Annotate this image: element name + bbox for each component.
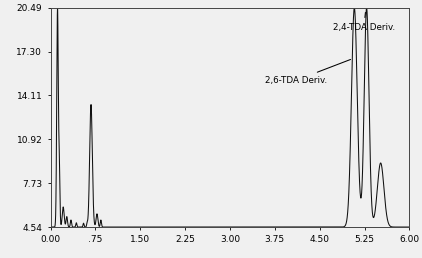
Text: 2,4-TDA Deriv.: 2,4-TDA Deriv. — [333, 12, 395, 32]
Text: 2,6-TDA Deriv.: 2,6-TDA Deriv. — [265, 59, 351, 85]
